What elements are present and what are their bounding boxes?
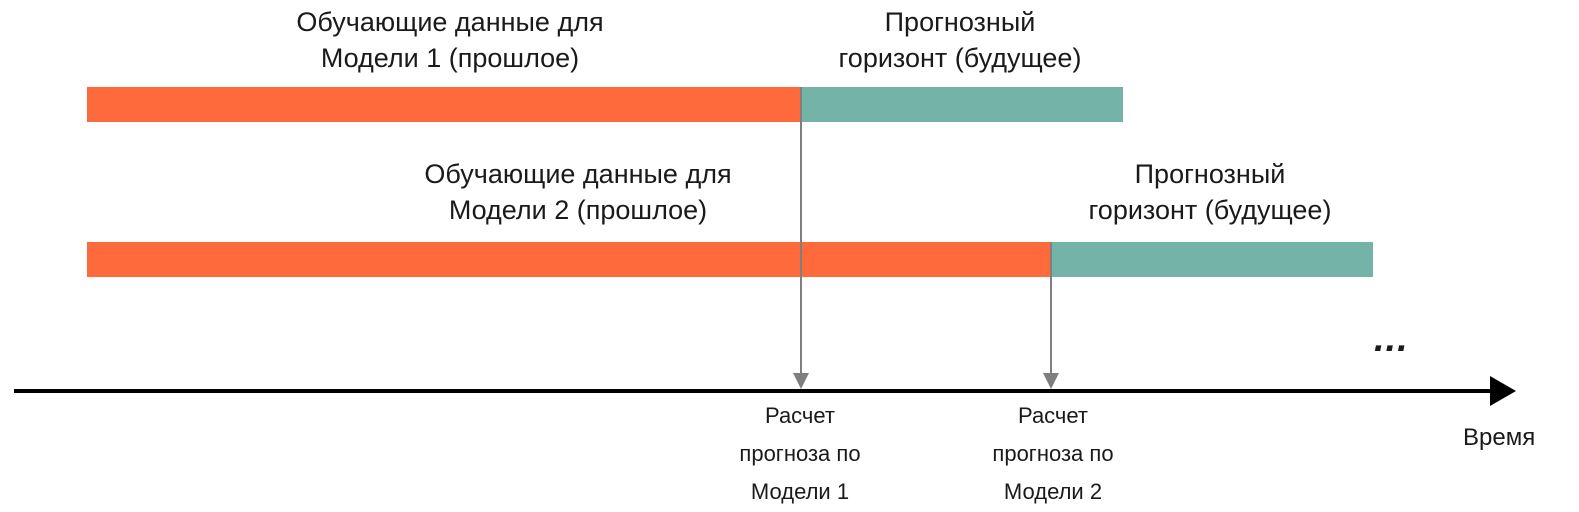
model2-pointer-arrowhead [1043,373,1059,389]
model2-pointer-line [1050,242,1052,377]
calc1-label: Расчет прогноза по Модели 1 [739,403,861,504]
model2-train-bar [87,242,1051,277]
model1-pointer-arrowhead [793,373,809,389]
model1-train-bar [87,87,802,122]
time-axis-label: Время [1463,424,1536,451]
model2-forecast-label: Прогнозный горизонт (будущее) [1088,159,1332,225]
model2-train-label: Обучающие данные для Модели 2 (прошлое) [424,159,732,225]
time-axis [14,389,1500,393]
time-axis-arrowhead [1490,376,1516,406]
calc2-label: Расчет прогноза по Модели 2 [992,403,1114,504]
model1-train-label: Обучающие данные для Модели 1 (прошлое) [296,7,604,73]
model1-forecast-label: Прогнозный горизонт (будущее) [838,7,1082,73]
model1-pointer-line [800,87,802,377]
model1-forecast-bar [802,87,1123,122]
model2-forecast-bar [1051,242,1373,277]
continuation-ellipsis: ... [1374,318,1409,360]
